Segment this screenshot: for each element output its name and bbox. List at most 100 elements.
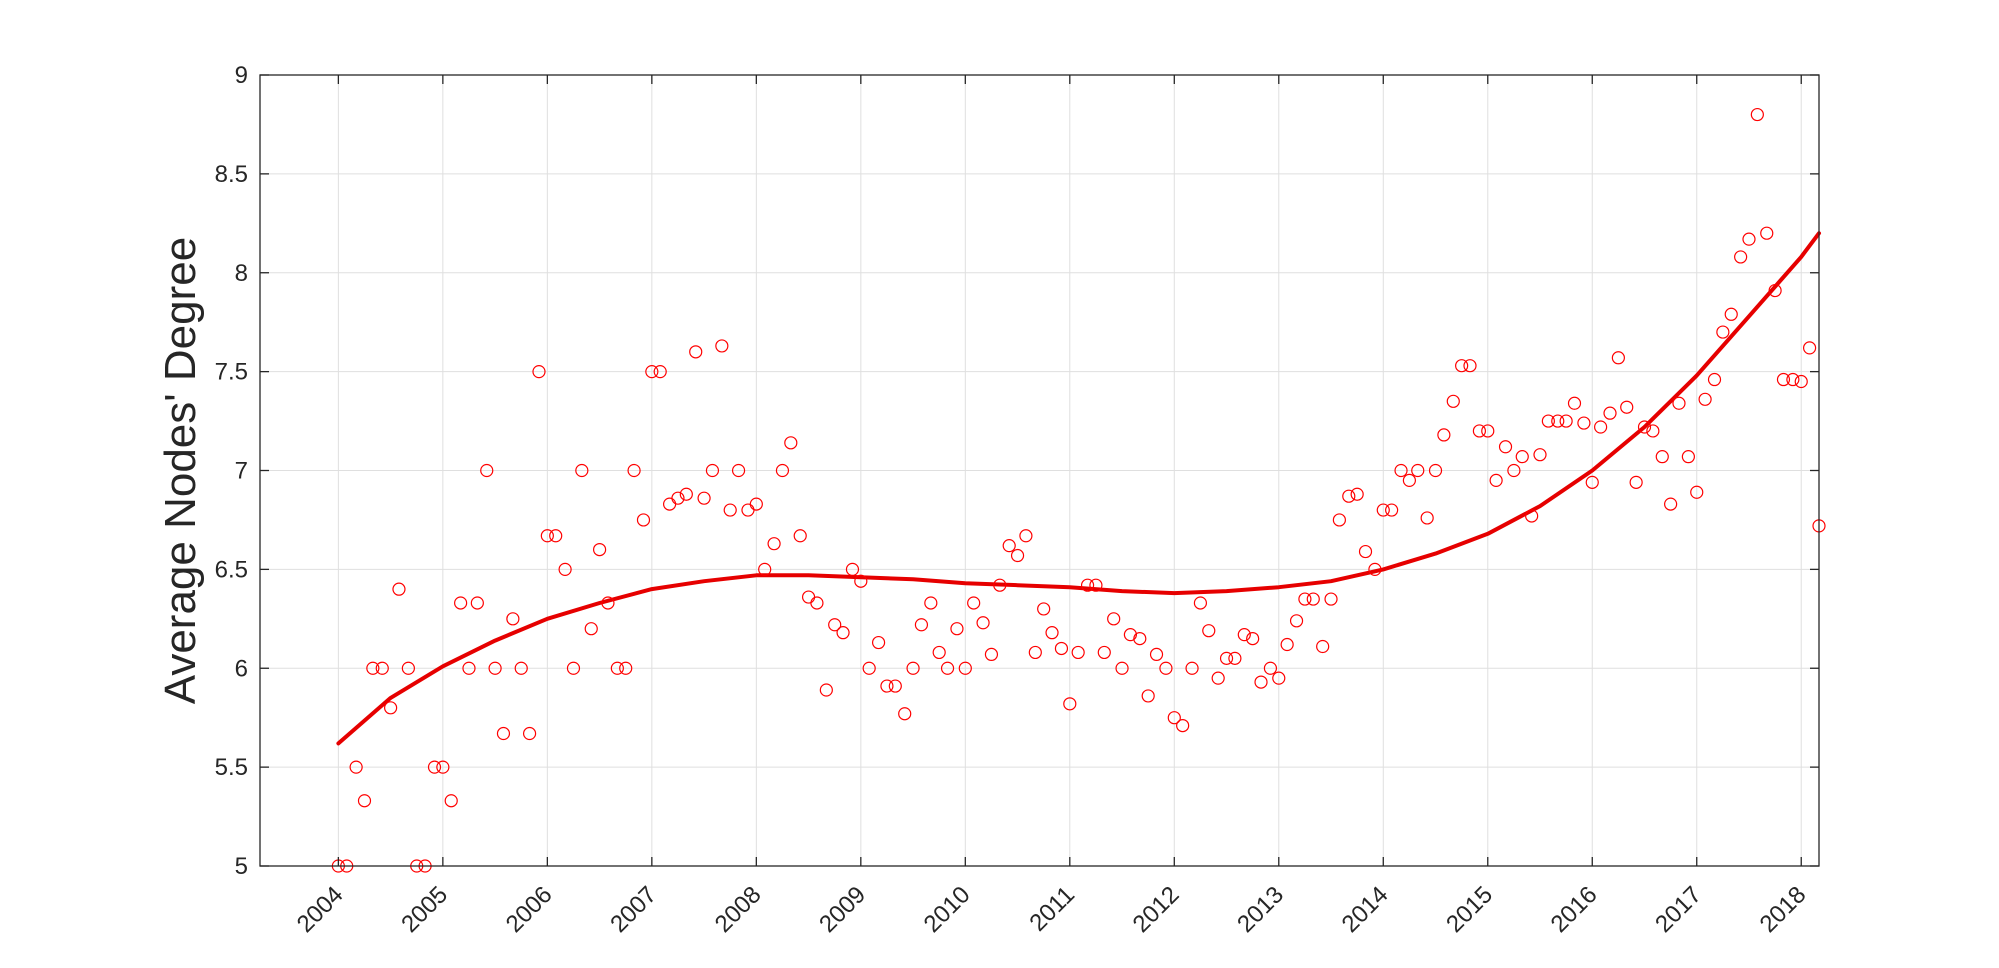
data-point xyxy=(993,578,1007,592)
data-point xyxy=(1115,661,1129,675)
data-point xyxy=(967,596,981,610)
data-point xyxy=(1437,428,1451,442)
x-tick-label: 2007 xyxy=(605,881,662,938)
data-point xyxy=(1594,420,1608,434)
data-point xyxy=(671,491,685,505)
data-point xyxy=(392,582,406,596)
data-point xyxy=(610,661,624,675)
y-tick-label: 9 xyxy=(235,62,248,89)
data-point xyxy=(636,513,651,527)
x-tick-label: 2006 xyxy=(501,881,558,938)
data-point xyxy=(984,647,999,662)
data-point xyxy=(522,726,537,741)
data-point xyxy=(854,574,868,588)
data-point xyxy=(1167,711,1181,725)
y-tick-label: 7 xyxy=(235,458,248,485)
x-tick-label: 2010 xyxy=(919,881,976,938)
data-point xyxy=(845,562,860,576)
data-point xyxy=(1768,283,1782,298)
data-point xyxy=(1515,450,1529,464)
data-point xyxy=(1455,359,1469,373)
x-tick-label: 2015 xyxy=(1441,881,1498,938)
data-point xyxy=(663,497,677,511)
ticks xyxy=(260,74,1819,867)
data-point xyxy=(427,760,442,774)
data-point xyxy=(1672,396,1686,410)
data-point xyxy=(549,529,563,543)
data-point xyxy=(1472,424,1487,438)
data-point xyxy=(1776,372,1791,387)
y-tick-label: 6 xyxy=(235,655,248,682)
data-point xyxy=(601,596,615,610)
data-point xyxy=(888,679,902,693)
data-point xyxy=(1219,651,1234,665)
data-point xyxy=(1525,509,1539,523)
data-point xyxy=(1551,414,1565,428)
data-point xyxy=(940,661,955,675)
trend-layer xyxy=(336,231,1821,746)
data-point xyxy=(1080,578,1095,592)
data-point xyxy=(1385,503,1399,517)
data-point xyxy=(758,562,772,576)
data-point xyxy=(1202,624,1216,638)
data-point xyxy=(462,661,476,675)
data-point xyxy=(436,760,450,774)
y-tick-label: 5.5 xyxy=(215,754,248,781)
data-point xyxy=(1603,406,1617,420)
y-tick-label: 6.5 xyxy=(215,556,248,583)
data-point xyxy=(1193,596,1208,610)
data-point xyxy=(558,562,572,576)
y-tick-label: 7.5 xyxy=(215,359,248,386)
data-point xyxy=(1289,614,1304,628)
data-point xyxy=(375,661,389,675)
data-point xyxy=(1368,562,1382,576)
data-point xyxy=(470,596,484,610)
data-point xyxy=(1690,485,1704,499)
data-point xyxy=(1786,372,1800,387)
data-point xyxy=(1629,475,1643,489)
data-point xyxy=(1228,651,1242,665)
data-point xyxy=(444,794,458,808)
data-point xyxy=(1742,232,1756,246)
data-point xyxy=(1567,396,1582,410)
data-point xyxy=(1107,612,1121,626)
data-point xyxy=(575,463,589,478)
data-point xyxy=(775,463,790,478)
data-point xyxy=(1358,544,1373,559)
data-point xyxy=(1411,463,1425,478)
data-point xyxy=(540,529,554,543)
data-point xyxy=(1794,374,1808,389)
data-point xyxy=(1045,626,1059,640)
data-point xyxy=(793,529,807,543)
data-point xyxy=(1071,645,1085,660)
data-point xyxy=(1420,511,1434,525)
data-point xyxy=(1724,307,1738,321)
data-point xyxy=(1237,628,1251,642)
data-point xyxy=(741,503,755,517)
x-tick-label: 2012 xyxy=(1128,881,1185,938)
data-point xyxy=(1332,513,1346,527)
data-point xyxy=(1324,592,1338,606)
data-point xyxy=(1063,697,1077,711)
x-tick-label: 2009 xyxy=(814,881,871,938)
data-point xyxy=(784,436,798,450)
data-point xyxy=(1402,473,1416,487)
data-point xyxy=(384,701,398,715)
x-tick-label: 2004 xyxy=(292,881,349,938)
data-point xyxy=(914,618,929,632)
data-point xyxy=(1002,539,1016,553)
data-point xyxy=(828,618,842,632)
data-point xyxy=(1620,400,1634,414)
data-point xyxy=(1342,489,1356,503)
data-point xyxy=(810,596,824,610)
y-tick-label: 8.5 xyxy=(215,161,248,188)
data-point xyxy=(366,661,380,675)
data-point xyxy=(1133,631,1147,646)
data-point xyxy=(1394,463,1408,478)
data-point xyxy=(1159,661,1173,675)
data-point xyxy=(1176,718,1190,733)
x-tick-label: 2014 xyxy=(1337,881,1394,938)
data-point xyxy=(1149,647,1164,662)
